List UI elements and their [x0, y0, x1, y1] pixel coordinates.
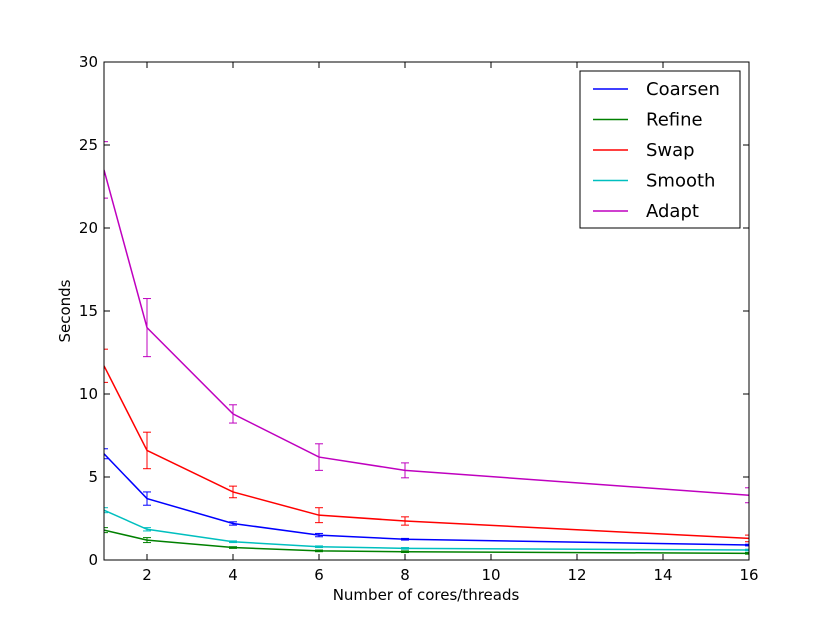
x-tick-label: 16: [739, 566, 758, 584]
legend-label-swap: Swap: [646, 140, 695, 161]
error-bar-refine: [143, 537, 151, 544]
x-axis-label: Number of cores/threads: [333, 586, 520, 604]
error-bar-swap: [104, 348, 108, 383]
legend-item-adapt: Adapt: [593, 201, 699, 222]
error-bar-coarsen: [104, 448, 108, 460]
x-tick-label: 14: [653, 566, 672, 584]
y-axis-label: Seconds: [56, 279, 74, 342]
legend-label-adapt: Adapt: [646, 201, 699, 222]
legend-item-smooth: Smooth: [593, 171, 715, 192]
error-bar-swap: [143, 431, 151, 470]
x-tick-label: 8: [400, 566, 410, 584]
error-bar-coarsen: [315, 532, 323, 538]
error-bar-coarsen: [143, 491, 151, 506]
y-tick-label: 20: [79, 219, 98, 237]
error-bar-refine: [229, 546, 237, 549]
series-swap: [104, 348, 749, 543]
series-coarsen: [104, 448, 749, 547]
error-bar-smooth: [401, 547, 409, 550]
error-bar-smooth: [143, 527, 151, 532]
x-tick-label: 6: [314, 566, 324, 584]
x-tick-label: 12: [567, 566, 586, 584]
error-bar-refine: [104, 527, 108, 534]
error-bar-adapt: [315, 443, 323, 471]
error-bar-coarsen: [401, 537, 409, 541]
error-bar-swap: [229, 485, 237, 499]
y-tick-label: 25: [79, 136, 98, 154]
series-smooth: [104, 507, 749, 552]
error-bar-coarsen: [229, 521, 237, 526]
series-line-adapt: [104, 169, 749, 497]
error-bar-adapt: [745, 487, 749, 504]
error-bar-refine: [315, 549, 323, 553]
error-bar-refine: [745, 552, 749, 555]
y-tick-label: 15: [79, 302, 98, 320]
legend-label-coarsen: Coarsen: [646, 79, 720, 100]
error-bar-swap: [315, 507, 323, 524]
legend-item-swap: Swap: [593, 140, 695, 161]
error-bar-smooth: [229, 540, 237, 544]
y-tick-label: 0: [88, 551, 98, 569]
error-bar-adapt: [104, 141, 108, 199]
error-bar-adapt: [143, 298, 151, 358]
series-line-smooth: [104, 509, 749, 551]
error-bar-smooth: [745, 548, 749, 552]
error-bar-refine: [401, 550, 409, 554]
y-tick-label: 5: [88, 468, 98, 486]
x-tick-label: 4: [228, 566, 238, 584]
x-tick-label: 10: [481, 566, 500, 584]
series-layer: [104, 141, 749, 555]
y-tick-label: 10: [79, 385, 98, 403]
error-bar-smooth: [104, 507, 108, 514]
legend-label-smooth: Smooth: [646, 171, 715, 192]
legend-item-coarsen: Coarsen: [593, 79, 720, 100]
error-bar-adapt: [229, 404, 237, 424]
error-bar-coarsen: [745, 543, 749, 547]
legend: Coarsen Refine Swap Smooth Adapt: [579, 70, 741, 229]
series-line-swap: [104, 365, 749, 540]
legend-item-refine: Refine: [593, 110, 703, 131]
series-adapt: [104, 141, 749, 504]
error-bar-swap: [401, 516, 409, 526]
series-refine: [104, 527, 749, 555]
error-bar-adapt: [401, 462, 409, 479]
series-line-refine: [104, 529, 749, 555]
x-tick-label: 2: [142, 566, 152, 584]
series-line-coarsen: [104, 453, 749, 546]
error-bar-smooth: [315, 545, 323, 549]
legend-label-refine: Refine: [646, 110, 703, 131]
ticks-layer: 2 4 6 8 10 12 14 16 0 5 10 15 20 25 30: [79, 53, 759, 584]
error-bar-swap: [745, 534, 749, 543]
y-tick-label: 30: [79, 53, 98, 71]
